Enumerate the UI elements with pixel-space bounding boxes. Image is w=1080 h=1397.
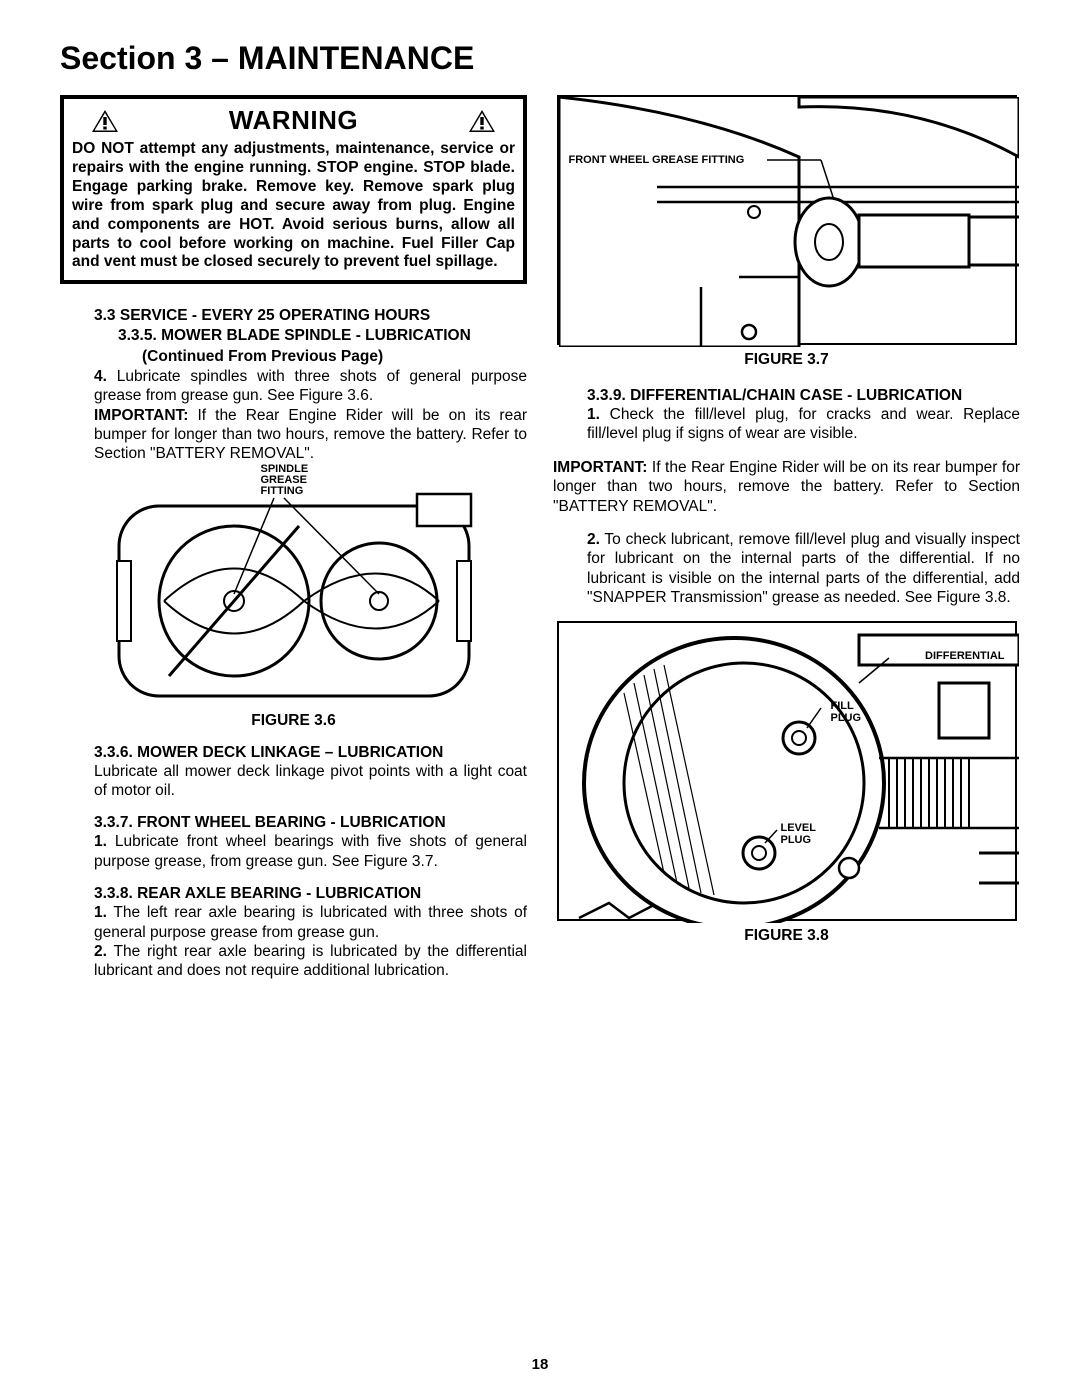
- mower-deck-illustration: [109, 466, 479, 706]
- s339-1-text: Check the fill/level plug, for cracks an…: [587, 406, 1020, 442]
- page-number: 18: [0, 1356, 1080, 1373]
- s337-text: Lubricate front wheel bearings with five…: [94, 833, 527, 869]
- fig37-caption: FIGURE 3.7: [553, 351, 1020, 369]
- fig38-label-level: LEVEL: [781, 823, 816, 835]
- warning-title: WARNING: [229, 105, 358, 136]
- list-number: 1.: [94, 833, 107, 850]
- figure-3-6-diagram: SPINDLE GREASE FITTING: [109, 466, 479, 706]
- fig37-label: FRONT WHEEL GREASE FITTING: [569, 155, 745, 167]
- s338-2: 2. The right rear axle bearing is lubric…: [60, 942, 527, 981]
- warning-header: WARNING: [72, 105, 515, 136]
- s338-title: 3.3.8. REAR AXLE BEARING - LUBRICATION: [60, 885, 527, 903]
- list-number: 4.: [94, 368, 107, 385]
- s338-2-text: The right rear axle bearing is lubricate…: [94, 943, 527, 979]
- right-column: FRONT WHEEL GREASE FITTING: [553, 95, 1020, 981]
- list-number: 1.: [587, 406, 600, 423]
- warning-box: WARNING DO NOT attempt any adjustments, …: [60, 95, 527, 284]
- list-number: 1.: [94, 904, 107, 921]
- s335-title: 3.3.5. MOWER BLADE SPINDLE - LUBRICATION: [60, 326, 527, 346]
- s338-1-text: The left rear axle bearing is lubricated…: [94, 904, 527, 940]
- s337-body: 1. Lubricate front wheel bearings with f…: [60, 832, 527, 871]
- s339-title: 3.3.9. DIFFERENTIAL/CHAIN CASE - LUBRICA…: [553, 387, 1020, 405]
- s339-2-text: To check lubricant, remove fill/level pl…: [587, 531, 1020, 606]
- s335-important: IMPORTANT: If the Rear Engine Rider will…: [60, 406, 527, 464]
- warning-triangle-icon: [91, 109, 119, 133]
- two-column-layout: WARNING DO NOT attempt any adjustments, …: [60, 95, 1020, 981]
- fig38-label-plug1: PLUG: [831, 713, 862, 725]
- warning-triangle-icon: [468, 109, 496, 133]
- s336-body: Lubricate all mower deck linkage pivot p…: [60, 762, 527, 801]
- list-number: 2.: [94, 943, 107, 960]
- important-label: IMPORTANT:: [553, 459, 647, 476]
- fig38-label-fill: FILL: [831, 701, 854, 713]
- s339-1: 1. Check the fill/level plug, for cracks…: [553, 405, 1020, 444]
- s337-title: 3.3.7. FRONT WHEEL BEARING - LUBRICATION: [60, 814, 527, 832]
- front-wheel-illustration: [559, 97, 1019, 347]
- fig38-label-plug2: PLUG: [781, 835, 812, 847]
- s338-1: 1. The left rear axle bearing is lubrica…: [60, 903, 527, 942]
- figure-3-8: DIFFERENTIAL FILL PLUG LEVEL PLUG: [553, 621, 1020, 921]
- figure-3-6: SPINDLE GREASE FITTING: [60, 466, 527, 706]
- important-label: IMPORTANT:: [94, 407, 188, 424]
- differential-illustration: [559, 623, 1019, 923]
- fig38-label-diff: DIFFERENTIAL: [925, 651, 1004, 663]
- figure-3-7-diagram: FRONT WHEEL GREASE FITTING: [557, 95, 1017, 345]
- section-title: Section 3 – MAINTENANCE: [60, 40, 1020, 77]
- list-number: 2.: [587, 531, 600, 548]
- s336-title: 3.3.6. MOWER DECK LINKAGE – LUBRICATION: [60, 744, 527, 762]
- fig36-label-fitting: FITTING: [261, 486, 304, 498]
- s339-important: IMPORTANT: If the Rear Engine Rider will…: [553, 458, 1020, 516]
- warning-body: DO NOT attempt any adjustments, maintena…: [72, 140, 515, 272]
- s335-p4: 4. Lubricate spindles with three shots o…: [60, 367, 527, 406]
- fig38-caption: FIGURE 3.8: [553, 927, 1020, 945]
- s339-2: 2. To check lubricant, remove fill/level…: [553, 530, 1020, 608]
- fig36-caption: FIGURE 3.6: [60, 712, 527, 730]
- s335-p4-text: Lubricate spindles with three shots of g…: [94, 368, 527, 404]
- figure-3-8-diagram: DIFFERENTIAL FILL PLUG LEVEL PLUG: [557, 621, 1017, 921]
- service-header: 3.3 SERVICE - EVERY 25 OPERATING HOURS: [60, 306, 527, 326]
- left-column: WARNING DO NOT attempt any adjustments, …: [60, 95, 527, 981]
- s335-continued: (Continued From Previous Page): [60, 347, 527, 367]
- figure-3-7: FRONT WHEEL GREASE FITTING: [553, 95, 1020, 345]
